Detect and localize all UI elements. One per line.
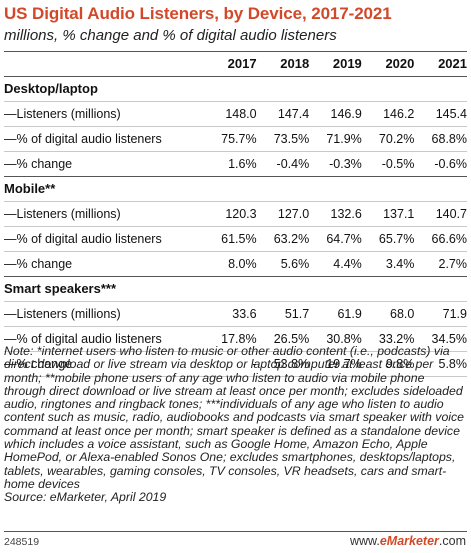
- brand-name: eMarketer: [379, 534, 439, 548]
- table-cell: 146.2: [383, 107, 415, 121]
- table-cell: 61.9: [337, 307, 362, 321]
- table-cell: -0.6%: [434, 157, 467, 171]
- table-cell: 4.4%: [333, 257, 362, 271]
- table-cell: 68.0: [390, 307, 415, 321]
- section-row: Desktop/laptop: [4, 77, 467, 102]
- column-header: 2018: [280, 56, 310, 71]
- table-row: —% of digital audio listeners 61.5% 63.2% 6…: [4, 227, 467, 252]
- table-cell: 26.5%: [273, 332, 310, 346]
- table-cell: 2.7%: [438, 257, 468, 271]
- row-label: —% change: [4, 157, 73, 171]
- table-cell: 17.8%: [221, 332, 257, 346]
- table-cell: 132.6: [330, 207, 362, 221]
- section-label: Mobile**: [4, 181, 56, 196]
- column-header: 2020: [385, 56, 415, 71]
- table-cell: 19.7%: [326, 357, 362, 371]
- brand-link[interactable]: www.eMarketer.com: [350, 534, 466, 548]
- table-row: —Listeners (millions) 120.3 127.0 132.6 137.…: [4, 202, 467, 227]
- note-text: Note: *internet users who listen to musi…: [4, 344, 465, 491]
- table-cell: 140.7: [435, 207, 467, 221]
- table-cell: 1.6%: [228, 157, 257, 171]
- brand-prefix: www.: [349, 534, 380, 548]
- header-blank: [4, 52, 204, 77]
- table-cell: 64.7%: [326, 232, 362, 246]
- row-label: —Listeners (millions): [4, 207, 121, 221]
- notes: Note: *internet users who listen to musi…: [4, 344, 467, 505]
- source-text: Source: eMarketer, April 2019: [4, 490, 167, 505]
- table-cell: 73.5%: [273, 132, 310, 146]
- table-cell: 120.3: [225, 207, 257, 221]
- table-cell: 34.5%: [431, 332, 467, 346]
- row-label: —% of digital audio listeners: [4, 132, 162, 146]
- table-cell: -: [252, 357, 257, 371]
- data-table: 2017 2018 2019 2020 2021 Desktop/laptop —…: [4, 52, 467, 377]
- section-row: Smart speakers***: [4, 277, 467, 302]
- table-cell: -0.5%: [381, 157, 415, 171]
- table-cell: 33.6: [232, 307, 257, 321]
- row-label: —% change: [4, 357, 73, 371]
- table-cell: 137.1: [383, 207, 415, 221]
- section-row: Mobile**: [4, 177, 467, 202]
- table-cell: 71.9: [442, 307, 467, 321]
- table-cell: 147.4: [277, 107, 310, 121]
- table-row: —% of digital audio listeners 75.7% 73.5% 7…: [4, 127, 467, 152]
- chart-title: US Digital Audio Listeners, by Device, 2…: [4, 4, 392, 23]
- table-row: —Listeners (millions) 33.6 51.7 61.9 68.0 71.…: [4, 302, 467, 327]
- top-rule: [4, 51, 467, 52]
- table-cell: 3.4%: [385, 257, 415, 271]
- table-row: —Listeners (millions) 148.0 147.4 146.9 146.…: [4, 102, 467, 127]
- table-cell: 145.4: [435, 107, 467, 121]
- chart-id: 248519: [4, 536, 40, 548]
- header-row: 2017 2018 2019 2020 2021: [4, 52, 467, 77]
- column-header: 2021: [438, 56, 467, 71]
- table-row: —% change 1.6% -0.4% -0.3% -0.5% -0.6%: [4, 152, 467, 177]
- table-cell: 5.6%: [280, 257, 310, 271]
- table-cell: 75.7%: [221, 132, 257, 146]
- table-cell: 51.7: [284, 307, 310, 321]
- row-label: —% of digital audio listeners: [4, 232, 162, 246]
- table-cell: 146.9: [330, 107, 362, 121]
- table-cell: 68.8%: [431, 132, 467, 146]
- table-cell: 9.8%: [385, 357, 415, 371]
- table-cell: 66.6%: [431, 232, 467, 246]
- row-label: —Listeners (millions): [4, 307, 121, 321]
- column-header: 2019: [332, 56, 362, 71]
- section-label: Smart speakers***: [4, 281, 117, 296]
- row-label: —% change: [4, 257, 73, 271]
- table-row: —% change - 53.8% 19.7% 9.8% 5.8%: [4, 352, 467, 377]
- section-label: Desktop/laptop: [4, 81, 98, 96]
- table-cell: 127.0: [277, 207, 310, 221]
- table-cell: 33.2%: [378, 332, 415, 346]
- table-cell: 8.0%: [228, 257, 257, 271]
- brand-suffix: .com: [438, 534, 466, 548]
- row-label: —Listeners (millions): [4, 107, 121, 121]
- column-header: 2017: [227, 56, 257, 71]
- table-cell: 148.0: [225, 107, 257, 121]
- table-cell: 65.7%: [378, 232, 415, 246]
- table-cell: 5.8%: [438, 357, 468, 371]
- table-body: Desktop/laptop —Listeners (millions) 148.0…: [4, 77, 467, 377]
- chart-subtitle: millions, % change and % of digital audi…: [4, 27, 337, 44]
- table-cell: 70.2%: [378, 132, 415, 146]
- table-cell: -0.3%: [329, 157, 362, 171]
- table-cell: 53.8%: [273, 357, 310, 371]
- table-cell: 61.5%: [221, 232, 257, 246]
- row-label: —% of digital audio listeners: [4, 332, 162, 346]
- table-cell: 30.8%: [326, 332, 362, 346]
- table-cell: 63.2%: [273, 232, 310, 246]
- table-row: —% change 8.0% 5.6% 4.4% 3.4% 2.7%: [4, 252, 467, 277]
- table-row: —% of digital audio listeners 17.8% 26.5% 3…: [4, 327, 467, 352]
- footer-rule: [4, 531, 467, 532]
- table-cell: 71.9%: [326, 132, 362, 146]
- table-cell: -0.4%: [276, 157, 310, 171]
